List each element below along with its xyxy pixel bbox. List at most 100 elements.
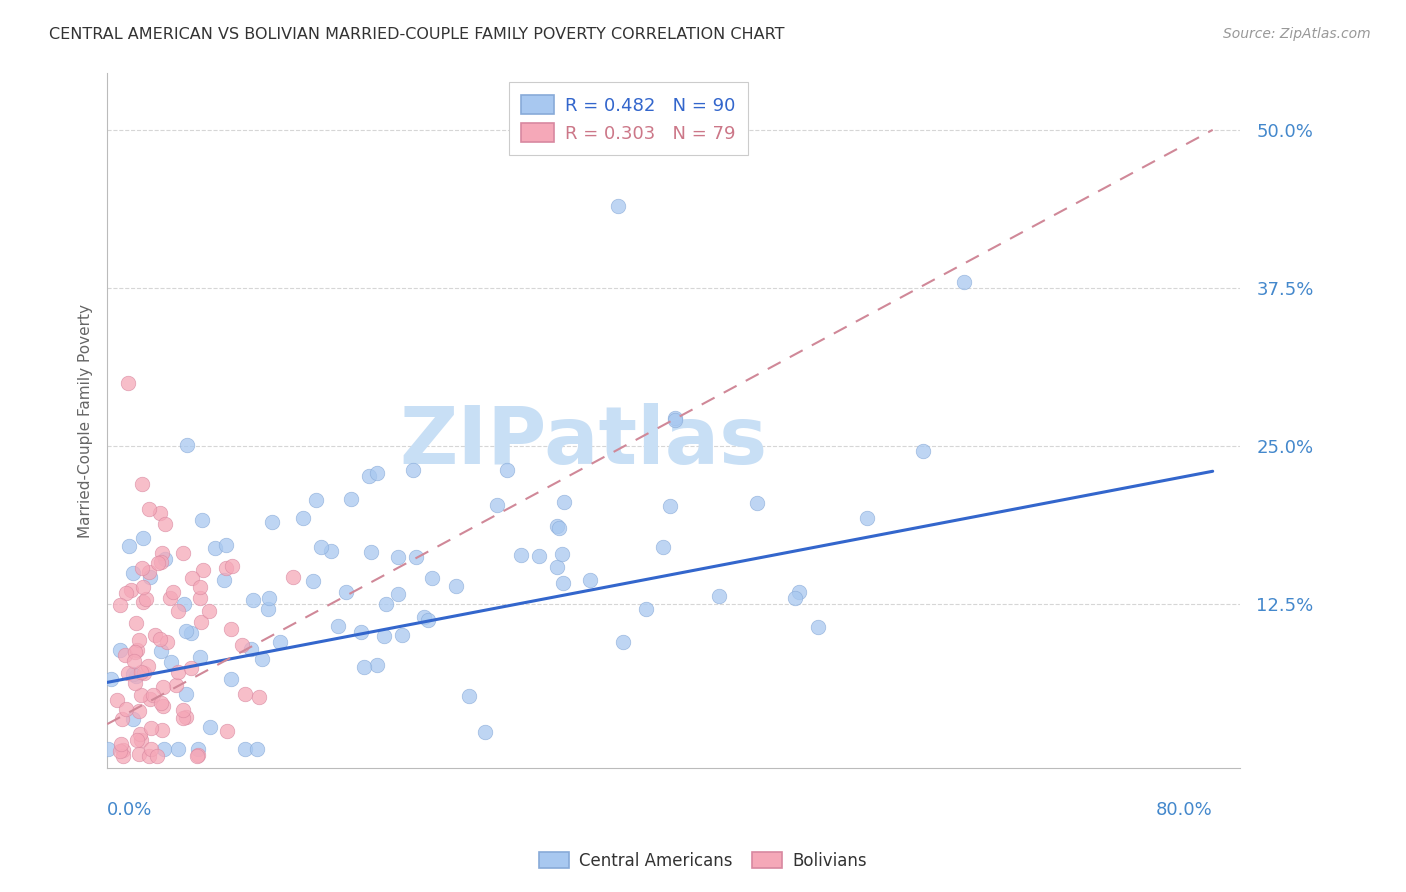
Point (122, 654, 145, 668)
Point (110, 738, 132, 752)
Point (172, 546, 194, 560)
Point (366, 657, 388, 672)
Point (153, 552, 176, 566)
Point (551, 547, 574, 561)
Point (231, 638, 253, 652)
Point (373, 629, 395, 643)
Point (131, 476, 153, 491)
Point (350, 624, 373, 639)
Point (180, 660, 202, 674)
Point (457, 690, 479, 704)
Point (162, 585, 184, 599)
Point (128, 632, 150, 647)
Point (150, 643, 173, 657)
Text: Source: ZipAtlas.com: Source: ZipAtlas.com (1223, 27, 1371, 41)
Point (176, 438, 198, 452)
Point (131, 688, 153, 702)
Point (173, 598, 195, 612)
Point (239, 642, 262, 657)
Point (551, 576, 574, 591)
Point (190, 615, 212, 630)
Point (198, 604, 221, 618)
Point (135, 591, 157, 606)
Point (246, 742, 269, 756)
Point (191, 513, 214, 527)
Point (118, 539, 141, 553)
Point (664, 411, 686, 425)
Point (257, 591, 280, 605)
Point (125, 669, 148, 683)
Point (912, 443, 935, 458)
Point (110, 598, 132, 612)
Point (357, 469, 380, 483)
Point (156, 635, 179, 649)
Point (112, 743, 135, 757)
Point (309, 540, 332, 554)
Point (658, 499, 681, 513)
Point (375, 597, 398, 611)
Point (319, 544, 342, 558)
Point (233, 742, 256, 756)
Point (159, 655, 181, 669)
Point (553, 495, 575, 509)
Point (247, 690, 270, 704)
Point (664, 413, 686, 427)
Point (159, 591, 181, 605)
Point (152, 742, 174, 756)
Point (204, 541, 226, 556)
Point (129, 733, 152, 747)
Point (115, 701, 138, 715)
Point (353, 660, 375, 674)
Point (114, 648, 136, 662)
Point (783, 591, 806, 606)
Point (787, 584, 810, 599)
Point (174, 710, 197, 724)
Point (807, 620, 830, 634)
Point (260, 515, 283, 529)
Point (143, 628, 166, 642)
Point (747, 495, 769, 509)
Point (546, 519, 568, 533)
Point (607, 199, 630, 213)
Point (219, 622, 242, 636)
Point (198, 720, 221, 734)
Point (416, 614, 439, 628)
Point (219, 672, 242, 686)
Y-axis label: Married-Couple Family Poverty: Married-Couple Family Poverty (79, 303, 93, 538)
Point (612, 635, 634, 649)
Point (122, 566, 145, 581)
Point (855, 511, 877, 525)
Point (233, 687, 256, 701)
Point (474, 724, 496, 739)
Point (142, 688, 165, 702)
Point (131, 560, 153, 574)
Point (125, 615, 148, 630)
Point (128, 747, 150, 761)
Point (420, 571, 443, 585)
Point (141, 741, 163, 756)
Point (100, 672, 122, 686)
Point (167, 742, 190, 756)
Point (291, 510, 314, 524)
Point (636, 602, 658, 616)
Point (111, 748, 134, 763)
Point (115, 585, 138, 599)
Point (138, 570, 160, 584)
Point (149, 507, 172, 521)
Point (387, 586, 409, 600)
Point (152, 546, 174, 560)
Point (152, 699, 174, 714)
Point (122, 713, 145, 727)
Point (444, 579, 467, 593)
Point (138, 565, 160, 579)
Point (127, 643, 149, 657)
Point (149, 555, 172, 569)
Point (108, 744, 131, 758)
Point (187, 742, 209, 756)
Point (953, 275, 976, 289)
Point (546, 559, 568, 574)
Point (391, 628, 413, 642)
Point (105, 693, 128, 707)
Point (124, 676, 146, 690)
Point (172, 703, 194, 717)
